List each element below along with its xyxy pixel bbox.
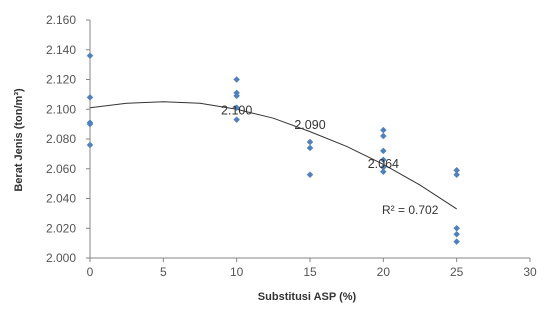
axes [86, 19, 531, 262]
y-tick-label: 2.020 [46, 221, 76, 235]
data-point [453, 224, 461, 232]
y-tick-label: 2.120 [46, 73, 76, 87]
data-point [379, 147, 387, 155]
y-tick-label: 2.140 [46, 43, 76, 57]
y-tick-label: 2.100 [46, 102, 76, 116]
data-point [86, 93, 94, 101]
data-point [233, 76, 241, 83]
trendline-group [89, 101, 457, 210]
data-point [379, 156, 387, 164]
x-tick-label: 5 [160, 265, 167, 279]
annotations: 2.100 2.090 2.064 [221, 103, 399, 171]
y-tick-label: 2.080 [46, 132, 76, 146]
data-point [86, 120, 94, 128]
x-tick-label: 25 [450, 265, 464, 279]
x-tick-label: 0 [87, 265, 94, 279]
data-point [233, 104, 241, 112]
data-point [306, 171, 314, 179]
annotation-label: 2.090 [294, 118, 325, 132]
x-tick-label: 10 [230, 265, 244, 279]
y-axis-title: Berat Jenis (ton/m³) [13, 88, 25, 192]
data-point [306, 138, 314, 146]
x-tick-label: 20 [377, 265, 391, 279]
data-points [86, 52, 461, 245]
data-point [233, 92, 241, 100]
annotation-label: 2.064 [368, 157, 399, 171]
data-point [86, 141, 94, 149]
data-point [453, 230, 461, 238]
trendline [89, 101, 457, 210]
data-point [233, 116, 241, 124]
r-squared-label: R² = 0.702 [382, 203, 439, 217]
data-point [379, 132, 387, 140]
data-point [379, 126, 387, 134]
tick-labels: 2.000 2.020 2.040 2.060 2.080 2.100 2.120 2.140… [46, 13, 537, 279]
y-tick-label: 2.040 [46, 192, 76, 206]
data-point [306, 144, 314, 152]
y-tick-label: 2.160 [46, 13, 76, 27]
x-tick-label: 30 [523, 265, 537, 279]
data-point [379, 168, 387, 176]
annotation-label: 2.100 [221, 103, 252, 117]
data-point [453, 171, 461, 179]
x-tick-label: 15 [303, 265, 317, 279]
data-point [453, 238, 461, 245]
y-tick-label: 2.060 [46, 162, 76, 176]
x-axis-title: Substitusi ASP (%) [258, 291, 357, 303]
data-point [86, 52, 94, 60]
y-tick-label: 2.000 [46, 251, 76, 265]
